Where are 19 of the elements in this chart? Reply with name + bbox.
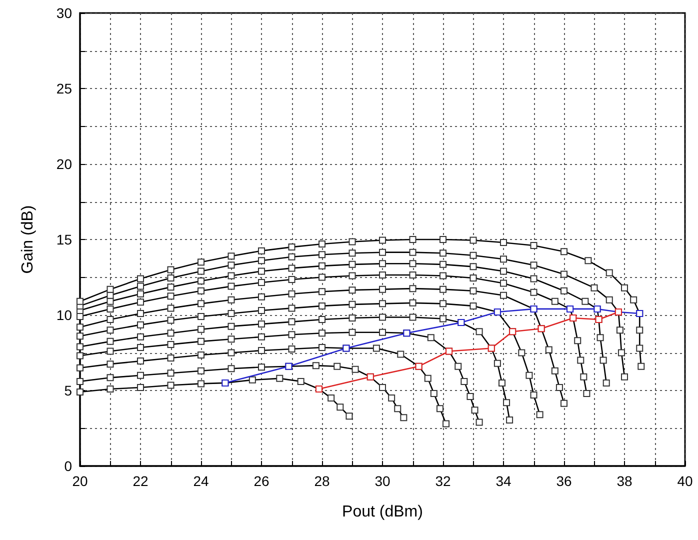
x-tick-label: 28: [314, 473, 330, 489]
x-tick-label: 22: [132, 473, 148, 489]
x-tick-label: 32: [435, 473, 451, 489]
x-tick-label: 36: [556, 473, 572, 489]
y-tick-label: 10: [56, 307, 72, 323]
x-tick-label: 24: [193, 473, 209, 489]
x-tick-label: 26: [254, 473, 270, 489]
y-tick-label: 15: [56, 232, 72, 248]
x-axis-title: Pout (dBm): [342, 504, 423, 520]
x-tick-label: 34: [496, 473, 512, 489]
x-tick-label: 38: [616, 473, 632, 489]
x-tick-label: 40: [677, 473, 693, 489]
y-axis-title: Gain (dB): [20, 205, 36, 274]
x-tick-label: 30: [374, 473, 390, 489]
y-tick-label: 0: [64, 458, 72, 474]
y-tick-label: 25: [56, 80, 72, 96]
y-tick-label: 20: [56, 156, 72, 172]
y-tick-label: 30: [56, 5, 72, 21]
y-tick-label: 5: [64, 382, 72, 398]
